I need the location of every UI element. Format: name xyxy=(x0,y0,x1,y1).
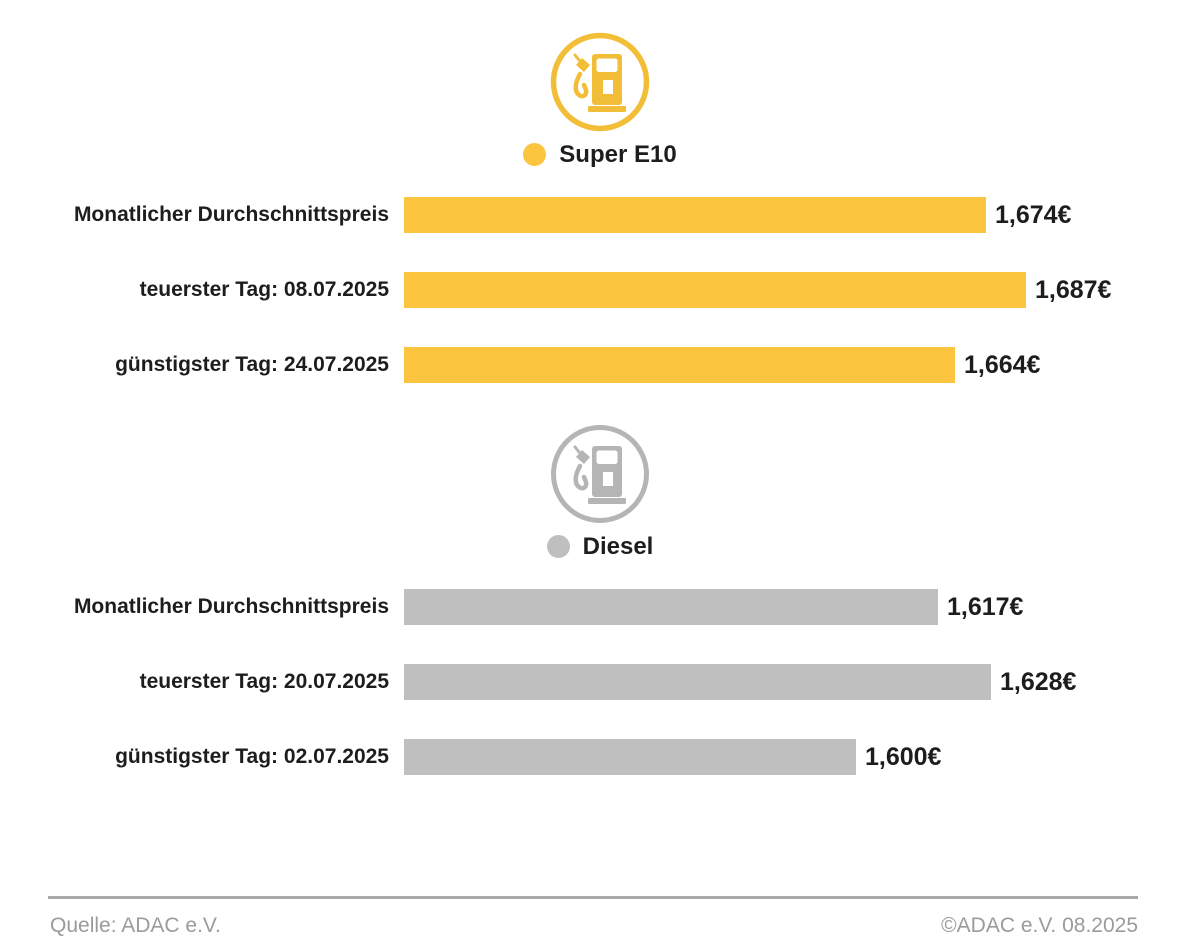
bar-row: teuerster Tag: 20.07.2025 1,628€ xyxy=(0,664,1200,700)
bar-row: Monatlicher Durchschnittspreis 1,674€ xyxy=(0,197,1200,233)
bar-row: Monatlicher Durchschnittspreis 1,617€ xyxy=(0,589,1200,625)
bar-label: Monatlicher Durchschnittspreis xyxy=(73,203,389,226)
bar xyxy=(404,739,856,775)
bar-value: 1,664€ xyxy=(964,350,1041,379)
legend-diesel: Diesel xyxy=(0,533,1200,560)
bar-value: 1,628€ xyxy=(1000,667,1077,696)
bar-rows-diesel: Monatlicher Durchschnittspreis 1,617€ teue… xyxy=(0,589,1200,775)
footer-divider xyxy=(48,896,1138,899)
bar-value: 1,687€ xyxy=(1035,275,1112,304)
section-super-e10: Super E10 Monatlicher Durchschnittspreis… xyxy=(0,30,1200,383)
bar xyxy=(404,197,986,233)
bar-row: günstigster Tag: 02.07.2025 1,600€ xyxy=(0,739,1200,775)
bar-row: günstigster Tag: 24.07.2025 1,664€ xyxy=(0,347,1200,383)
bar xyxy=(404,272,1026,308)
footer-copyright: ©ADAC e.V. 08.2025 xyxy=(941,914,1138,937)
bar-value: 1,600€ xyxy=(865,742,942,771)
bar-label: günstigster Tag: 24.07.2025 xyxy=(115,353,389,376)
section-diesel: Diesel Monatlicher Durchschnittspreis 1,6… xyxy=(0,422,1200,775)
bar-label: teuerster Tag: 08.07.2025 xyxy=(139,278,389,301)
fuel-pump-icon-wrap xyxy=(0,30,1200,134)
legend-label: Super E10 xyxy=(559,141,677,168)
bar xyxy=(404,589,938,625)
legend-label: Diesel xyxy=(582,533,654,560)
bar-value: 1,674€ xyxy=(995,200,1072,229)
infographic-canvas: { "page": { "background": "#ffffff", "te… xyxy=(0,30,1200,937)
bar-label: Monatlicher Durchschnittspreis xyxy=(73,595,389,618)
fuel-pump-icon-wrap xyxy=(0,422,1200,526)
bar-label: günstigster Tag: 02.07.2025 xyxy=(115,745,389,768)
bar xyxy=(404,664,991,700)
fuel-pump-icon xyxy=(551,425,649,523)
bar-value: 1,617€ xyxy=(947,592,1024,621)
bar-label: teuerster Tag: 20.07.2025 xyxy=(139,670,389,693)
bar-row: teuerster Tag: 08.07.2025 1,687€ xyxy=(0,272,1200,308)
bar xyxy=(404,347,955,383)
legend-dot xyxy=(523,143,547,166)
legend-super-e10: Super E10 xyxy=(0,141,1200,168)
footer-source: Quelle: ADAC e.V. xyxy=(50,914,221,937)
legend-dot xyxy=(546,535,570,558)
bar-rows-super-e10: Monatlicher Durchschnittspreis 1,674€ teue… xyxy=(0,197,1200,383)
fuel-pump-icon xyxy=(550,32,650,132)
